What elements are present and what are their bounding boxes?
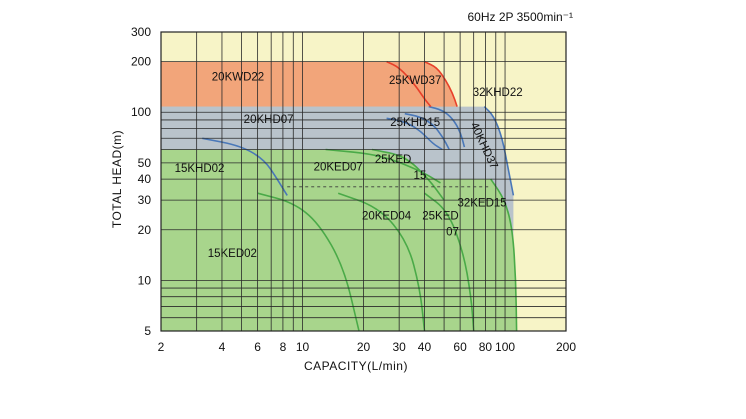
y-tick-label: 30 (138, 193, 152, 207)
model-label: 25KED (422, 211, 458, 223)
model-label: 25KHD15 (390, 117, 440, 129)
model-label: 15KED02 (208, 248, 257, 260)
model-label: 20KWD22 (212, 72, 264, 84)
curve-15ked02 (257, 192, 360, 332)
x-tick-label: 10 (296, 340, 310, 354)
model-label: 32KED15 (457, 198, 506, 210)
x-tick-label: 6 (254, 340, 261, 354)
curve-40khd37 (483, 106, 515, 196)
x-tick-label: 60 (453, 340, 467, 354)
curve-32ked15 (490, 178, 518, 332)
model-label: 25KED (375, 154, 411, 166)
y-tick-label: 10 (138, 273, 152, 287)
y-tick-label: 20 (138, 223, 152, 237)
y-tick-label: 100 (131, 105, 151, 119)
curve-25ked15 (371, 148, 445, 201)
curve-20kwd22 (386, 60, 432, 108)
performance-curves (202, 60, 518, 332)
x-axis-label: CAPACITY(L/min) (304, 359, 408, 373)
x-tick-label: 40 (418, 340, 432, 354)
curve-15khd02 (202, 137, 288, 196)
y-tick-label: 200 (131, 55, 151, 69)
x-tick-label: 4 (219, 340, 226, 354)
curve-25kwd37 (424, 60, 458, 107)
x-tick-label: 8 (280, 340, 287, 354)
x-tick-labels: 2 4 6 8 10 20 30 40 60 80 100 200 (158, 340, 577, 354)
y-tick-label: 5 (144, 324, 151, 338)
curve-25khd15 (404, 112, 450, 150)
curve-20ked04 (337, 192, 426, 332)
plot-frame (160, 31, 567, 332)
model-label: 07 (446, 226, 459, 238)
x-tick-label: 2 (158, 340, 165, 354)
x-tick-label: 20 (357, 340, 371, 354)
x-tick-label: 30 (392, 340, 406, 354)
y-tick-label: 300 (131, 25, 151, 39)
y-tick-label: 40 (138, 172, 152, 186)
model-label: 20KED04 (362, 211, 412, 223)
y-tick-label: 50 (138, 156, 152, 170)
model-label: 32KHD22 (473, 87, 523, 99)
model-label: 15KHD02 (175, 163, 225, 175)
curve-25ked07 (424, 192, 475, 332)
y-axis-label: TOTAL HEAD(m) (110, 130, 124, 228)
model-label: 20KHD07 (244, 114, 294, 126)
x-tick-label: 80 (479, 340, 493, 354)
region-32ked15 (161, 179, 517, 331)
curve-20khd07 (386, 117, 443, 151)
x-tick-label: 100 (495, 340, 515, 354)
chart-subtitle: 60Hz 2P 3500min⁻¹ (467, 10, 573, 24)
model-label: 20KED07 (314, 162, 363, 174)
y-tick-labels: 5 10 20 30 40 50 100 200 300 (131, 25, 151, 338)
curve-32khd22 (428, 105, 466, 148)
x-tick-label: 200 (556, 340, 576, 354)
model-label: 15 (414, 170, 427, 182)
model-label: 25KWD37 (389, 75, 441, 87)
